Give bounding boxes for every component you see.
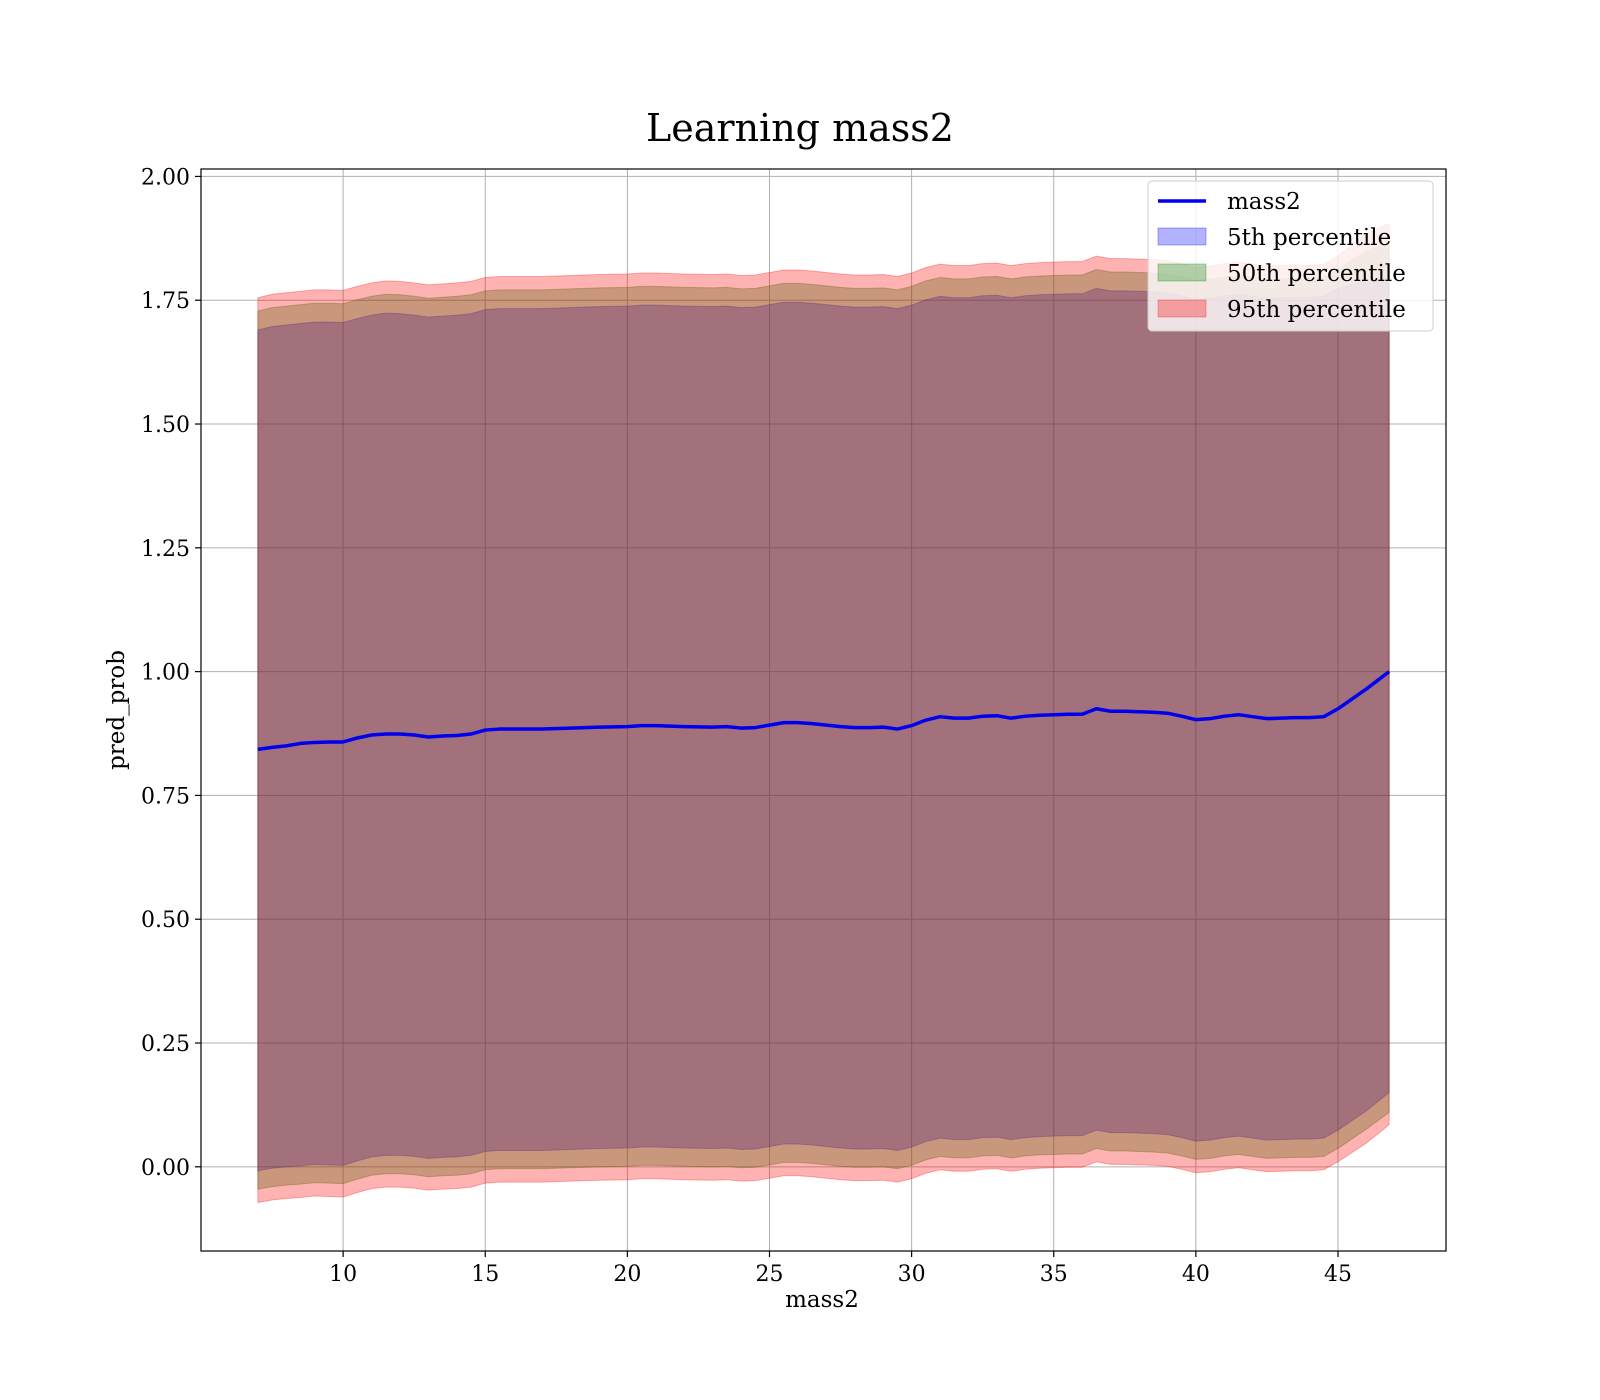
- x-tick-label: 40: [1182, 1262, 1210, 1287]
- band-50th-percentile: [257, 242, 1390, 1190]
- legend-swatch-5th: [1157, 227, 1207, 246]
- y-tick-label: 0.25: [141, 1032, 190, 1057]
- y-tick-label: 0.00: [141, 1156, 190, 1181]
- x-tick-label: 45: [1324, 1262, 1352, 1287]
- x-tick-label: 30: [898, 1262, 926, 1287]
- y-tick-label: 1.25: [141, 537, 190, 562]
- x-tick-label: 10: [329, 1262, 357, 1287]
- y-axis-ticks: 0.00 0.25 0.50 0.75 1.00 1.25 1.50 1.75 2.00: [141, 165, 201, 1181]
- legend-swatch-50th: [1157, 263, 1207, 282]
- x-tick-label: 20: [613, 1262, 641, 1287]
- legend-label-5th: 5th percentile: [1227, 225, 1391, 251]
- legend-label-50th: 50th percentile: [1227, 261, 1406, 287]
- y-tick-label: 1.00: [141, 661, 190, 686]
- y-tick-label: 1.75: [141, 289, 190, 314]
- legend-label-95th: 95th percentile: [1227, 297, 1406, 323]
- x-axis-ticks: 10 15 20 25 30 35 40 45: [329, 1251, 1352, 1287]
- mass2-line-layer: [257, 670, 1391, 752]
- chart-title: Learning mass2: [646, 106, 954, 150]
- grid: [201, 169, 1446, 1251]
- y-tick-label: 0.75: [141, 784, 190, 809]
- x-axis-title: mass2: [785, 1287, 859, 1313]
- x-tick-label: 35: [1040, 1262, 1068, 1287]
- y-tick-label: 0.50: [141, 908, 190, 933]
- x-tick-label: 15: [471, 1262, 499, 1287]
- percentile-bands: [257, 222, 1390, 1204]
- mass2-line: [257, 670, 1391, 752]
- legend-label-mass2: mass2: [1227, 189, 1301, 215]
- x-tick-label: 25: [755, 1262, 783, 1287]
- y-tick-label: 2.00: [141, 165, 190, 190]
- y-tick-label: 1.50: [141, 413, 190, 438]
- legend-swatch-95th: [1157, 299, 1207, 318]
- plot-frame: [200, 168, 1447, 1252]
- y-axis-title: pred_prob: [104, 650, 130, 770]
- legend-frame: [1147, 180, 1434, 332]
- band-95th-percentile: [257, 222, 1390, 1204]
- legend: mass2 5th percentile 50th percentile 95t…: [1147, 180, 1434, 332]
